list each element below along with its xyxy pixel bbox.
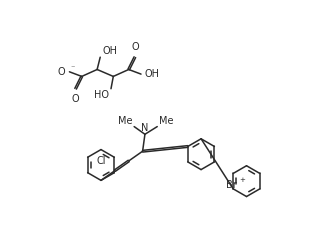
Text: OH: OH (144, 69, 159, 79)
Text: O: O (58, 67, 65, 77)
Text: O: O (72, 94, 79, 104)
Text: Me: Me (118, 116, 133, 126)
Text: ⁻: ⁻ (70, 63, 75, 72)
Text: Br: Br (226, 180, 237, 190)
Text: Cl: Cl (96, 157, 106, 167)
Text: +: + (239, 177, 245, 183)
Text: OH: OH (103, 46, 117, 56)
Text: Me: Me (159, 116, 173, 126)
Text: HO: HO (94, 90, 109, 100)
Text: N: N (141, 123, 148, 133)
Text: O: O (131, 42, 139, 52)
